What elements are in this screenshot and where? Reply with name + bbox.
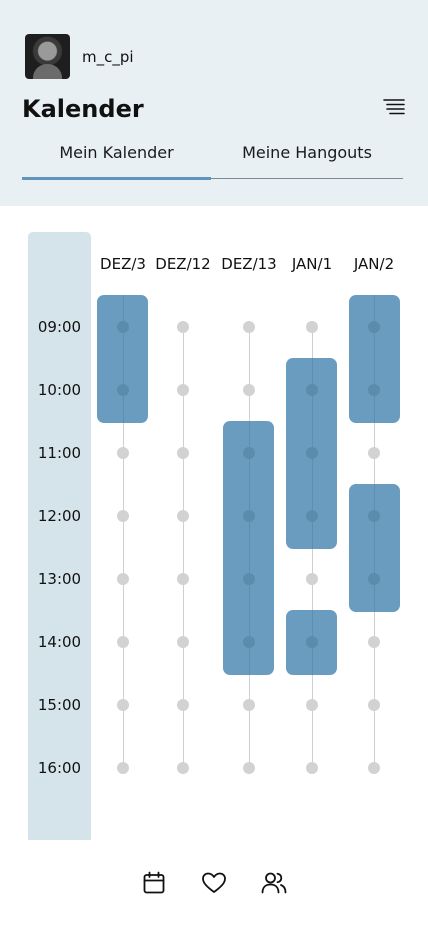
tab-bar: Mein Kalender Meine Hangouts bbox=[22, 136, 403, 180]
page-title: Kalender bbox=[22, 95, 144, 123]
time-slot-dot[interactable] bbox=[306, 762, 318, 774]
event-timeline bbox=[374, 483, 375, 612]
time-slot-dot[interactable] bbox=[368, 447, 380, 459]
time-slot-dot[interactable] bbox=[177, 762, 189, 774]
time-slot-dot[interactable] bbox=[306, 321, 318, 333]
time-slot-dot bbox=[306, 636, 318, 648]
time-slot-dot[interactable] bbox=[306, 699, 318, 711]
time-slot-dot bbox=[368, 573, 380, 585]
time-slot-dot bbox=[243, 573, 255, 585]
day-timeline bbox=[123, 327, 124, 768]
username: m_c_pi bbox=[82, 48, 134, 66]
header: m_c_pi Kalender Mein Kalender Meine Hang… bbox=[0, 0, 428, 206]
time-label: 12:00 bbox=[37, 507, 82, 525]
time-slot-dot[interactable] bbox=[243, 384, 255, 396]
time-slot-dot[interactable] bbox=[368, 699, 380, 711]
time-slot-dot bbox=[117, 384, 129, 396]
day-timeline bbox=[183, 327, 184, 768]
time-slot-dot bbox=[306, 384, 318, 396]
day-header: JAN/1 bbox=[291, 255, 333, 273]
time-slot-dot[interactable] bbox=[117, 510, 129, 522]
time-slot-dot[interactable] bbox=[243, 762, 255, 774]
time-slot-dot bbox=[306, 447, 318, 459]
time-slot-dot[interactable] bbox=[117, 699, 129, 711]
time-slot-dot[interactable] bbox=[177, 510, 189, 522]
day-header: JAN/2 bbox=[353, 255, 395, 273]
day-header: DEZ/12 bbox=[155, 255, 211, 273]
time-label: 09:00 bbox=[37, 318, 82, 336]
event-block[interactable] bbox=[97, 294, 148, 423]
avatar[interactable] bbox=[25, 34, 70, 79]
calendar-icon[interactable] bbox=[141, 870, 167, 896]
time-label: 13:00 bbox=[37, 570, 82, 588]
time-slot-dot[interactable] bbox=[177, 384, 189, 396]
time-label: 10:00 bbox=[37, 381, 82, 399]
event-timeline bbox=[123, 294, 124, 423]
time-slot-dot[interactable] bbox=[368, 762, 380, 774]
time-slot-dot[interactable] bbox=[177, 636, 189, 648]
time-slot-dot[interactable] bbox=[177, 699, 189, 711]
menu-icon[interactable] bbox=[382, 98, 406, 116]
time-slot-dot[interactable] bbox=[243, 321, 255, 333]
time-label: 11:00 bbox=[37, 444, 82, 462]
tab-mein-kalender[interactable]: Mein Kalender bbox=[59, 143, 174, 162]
time-slot-dot[interactable] bbox=[177, 321, 189, 333]
event-block[interactable] bbox=[286, 357, 337, 549]
active-tab-indicator bbox=[22, 177, 211, 180]
time-label: 16:00 bbox=[37, 759, 82, 777]
time-column bbox=[28, 232, 91, 840]
heart-icon[interactable] bbox=[201, 870, 227, 896]
time-label: 15:00 bbox=[37, 696, 82, 714]
time-slot-dot bbox=[306, 510, 318, 522]
event-block[interactable] bbox=[286, 609, 337, 675]
time-slot-dot[interactable] bbox=[306, 573, 318, 585]
event-timeline bbox=[249, 420, 250, 675]
friends-icon[interactable] bbox=[261, 870, 287, 896]
time-slot-dot bbox=[368, 510, 380, 522]
time-slot-dot[interactable] bbox=[117, 447, 129, 459]
time-slot-dot[interactable] bbox=[117, 762, 129, 774]
time-slot-dot bbox=[368, 321, 380, 333]
time-slot-dot bbox=[368, 384, 380, 396]
day-header: DEZ/13 bbox=[221, 255, 277, 273]
time-slot-dot bbox=[243, 447, 255, 459]
event-block[interactable] bbox=[223, 420, 274, 675]
time-slot-dot bbox=[117, 321, 129, 333]
time-slot-dot bbox=[243, 510, 255, 522]
time-slot-dot[interactable] bbox=[177, 573, 189, 585]
day-header: DEZ/3 bbox=[100, 255, 146, 273]
time-slot-dot bbox=[243, 636, 255, 648]
time-slot-dot[interactable] bbox=[243, 699, 255, 711]
time-slot-dot[interactable] bbox=[117, 636, 129, 648]
event-timeline bbox=[374, 294, 375, 423]
event-block[interactable] bbox=[349, 483, 400, 612]
tab-meine-hangouts[interactable]: Meine Hangouts bbox=[242, 143, 372, 162]
time-slot-dot[interactable] bbox=[368, 636, 380, 648]
time-slot-dot[interactable] bbox=[177, 447, 189, 459]
time-slot-dot[interactable] bbox=[117, 573, 129, 585]
event-block[interactable] bbox=[349, 294, 400, 423]
time-label: 14:00 bbox=[37, 633, 82, 651]
